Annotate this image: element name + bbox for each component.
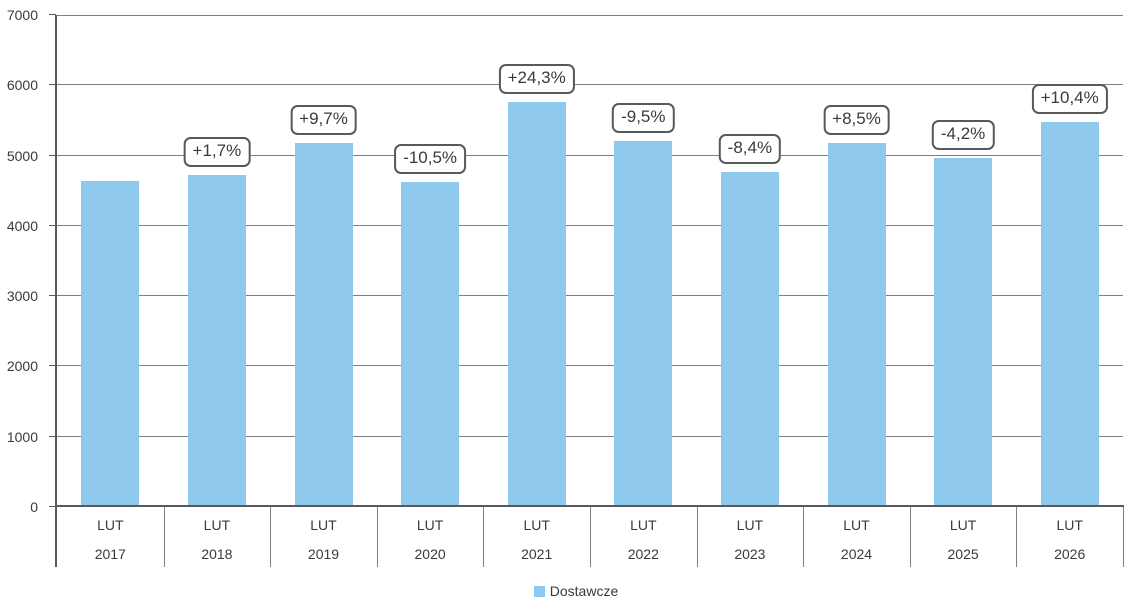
bar [187, 175, 246, 507]
x-label-year: 2018 [201, 546, 233, 562]
x-separator [1123, 507, 1124, 567]
x-label-month: LUT [97, 517, 124, 533]
bar [294, 143, 353, 507]
y-tick-label: 3000 [6, 288, 38, 305]
x-category: LUT 2023 [697, 507, 804, 567]
x-separator [377, 507, 378, 567]
gridline [57, 154, 1123, 156]
bar-label: +8,5% [823, 105, 890, 135]
bar [507, 102, 566, 507]
bar-label: -4,2% [931, 120, 995, 150]
legend-label: Dostawcze [549, 583, 619, 599]
x-label-month: LUT [310, 517, 337, 533]
bar-label: +1,7% [183, 137, 251, 167]
bar-label: -8,4% [718, 134, 782, 164]
x-label-year: 2017 [94, 546, 126, 562]
y-tick-label: 2000 [6, 358, 38, 375]
x-label-month: LUT [1056, 517, 1083, 533]
x-category: LUT 2025 [910, 507, 1017, 567]
x-category: LUT 2024 [803, 507, 910, 567]
x-separator [483, 507, 484, 567]
y-tick-mark [49, 224, 56, 226]
bar [720, 172, 779, 507]
x-category: LUT 2018 [164, 507, 271, 567]
x-label-year: 2021 [521, 546, 553, 562]
x-label-month: LUT [736, 517, 764, 533]
bar-label: +24,3% [498, 64, 575, 94]
gridline [57, 365, 1123, 367]
x-label-year: 2026 [1054, 546, 1086, 562]
x-separator [164, 507, 165, 567]
y-tick-mark [49, 295, 56, 297]
bar [1040, 122, 1099, 507]
gridline [57, 15, 1123, 16]
bar-label: +10,4% [1031, 84, 1108, 114]
legend: Dostawcze [0, 584, 1140, 598]
bar [934, 158, 993, 507]
y-tick-label: 4000 [6, 217, 38, 234]
x-label-year: 2025 [947, 546, 979, 562]
y-tick-label: 1000 [6, 428, 38, 445]
x-axis-area: LUT 2017 LUT 2018 LUT 2019 LUT 2020 LUT 2021 LUT 20… [57, 507, 1124, 567]
gridline [57, 84, 1123, 86]
x-separator [697, 507, 698, 567]
y-tick-label: 0 [30, 499, 38, 515]
x-label-month: LUT [843, 517, 870, 533]
y-axis-labels: 0 1000 2000 3000 4000 5000 6000 7000 [0, 0, 48, 616]
x-category: LUT 2017 [57, 507, 164, 567]
x-label-year: 2022 [627, 546, 659, 562]
y-tick-label: 6000 [6, 77, 38, 94]
x-label-month: LUT [416, 517, 444, 533]
x-separator [1016, 507, 1017, 567]
y-tick-mark [49, 14, 56, 15]
bar-label: -9,5% [612, 103, 675, 133]
y-axis-line [55, 15, 57, 567]
bar [827, 143, 886, 507]
bar-label: -10,5% [394, 144, 467, 174]
x-label-year: 2023 [734, 546, 766, 562]
x-category: LUT 2022 [590, 507, 697, 567]
legend-swatch [533, 585, 545, 597]
y-tick-label: 7000 [6, 7, 38, 23]
x-category: LUT 2019 [270, 507, 377, 567]
x-label-month: LUT [630, 517, 657, 533]
gridline [57, 435, 1123, 437]
gridline [57, 295, 1123, 297]
y-tick-label: 5000 [6, 147, 38, 164]
x-label-year: 2020 [414, 546, 446, 562]
x-separator [270, 507, 271, 567]
bar [401, 182, 460, 507]
x-label-month: LUT [203, 517, 231, 533]
x-label-month: LUT [949, 517, 977, 533]
x-category: LUT 2026 [1016, 507, 1123, 567]
x-label-year: 2024 [840, 546, 873, 562]
y-tick-mark [49, 435, 56, 437]
y-tick-mark [49, 506, 56, 507]
bar [614, 141, 673, 507]
x-category: LUT 2020 [377, 507, 484, 567]
x-separator [590, 507, 591, 567]
x-label-month: LUT [523, 517, 550, 533]
bar-label: +9,7% [290, 105, 357, 135]
bar [81, 181, 140, 507]
plot-area: +1,7% +9,7% -10,5% +24,3% -9,5% -8,4% +8,5% -4,… [57, 15, 1123, 507]
x-axis-line [55, 505, 1124, 507]
gridline [57, 224, 1123, 226]
x-separator [910, 507, 911, 567]
x-label-year: 2019 [307, 546, 340, 562]
y-tick-mark [49, 365, 56, 367]
x-separator [803, 507, 804, 567]
y-tick-mark [49, 154, 56, 156]
y-tick-mark [49, 84, 56, 86]
x-category: LUT 2021 [483, 507, 590, 567]
